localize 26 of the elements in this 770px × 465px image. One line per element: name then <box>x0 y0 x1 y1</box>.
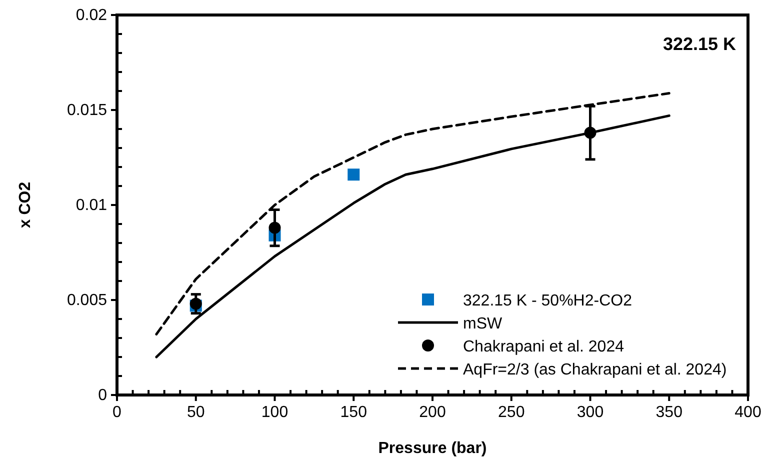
x-tick-label: 0 <box>112 404 122 421</box>
x-tick-label: 50 <box>186 404 205 421</box>
point <box>348 168 360 181</box>
point <box>268 222 281 234</box>
annotation: 322.15 K <box>662 34 736 54</box>
x-tick-label: 300 <box>576 404 604 421</box>
x-tick-label: 200 <box>419 404 446 421</box>
legend-label: AqFr=2/3 (as Chakrapani et al. 2024) <box>463 362 727 378</box>
x-tick-label: 350 <box>656 404 683 421</box>
legend-label: Chakrapani et al. 2024 <box>463 338 624 356</box>
y-tick-label: 0.02 <box>76 7 108 24</box>
y-tick-label: 0.005 <box>66 292 108 309</box>
x-axis-title: Pressure (bar) <box>378 440 487 457</box>
x-tick-label: 400 <box>734 404 762 421</box>
line-series <box>155 92 670 336</box>
point <box>584 126 596 139</box>
legend-label: 322.15 K - 50%H2-CO2 <box>463 292 632 310</box>
line-series <box>155 114 670 358</box>
y-axis-title: x CO2 <box>17 182 34 228</box>
y-tick-label: 0.015 <box>66 102 108 119</box>
x-tick-label: 150 <box>340 404 368 421</box>
y-tick-label: 0 <box>98 387 108 404</box>
y-tick-label: 0.01 <box>76 197 108 214</box>
legend-label: mSW <box>463 316 503 332</box>
x-tick-label: 250 <box>498 404 525 421</box>
x-tick-label: 100 <box>261 404 288 421</box>
